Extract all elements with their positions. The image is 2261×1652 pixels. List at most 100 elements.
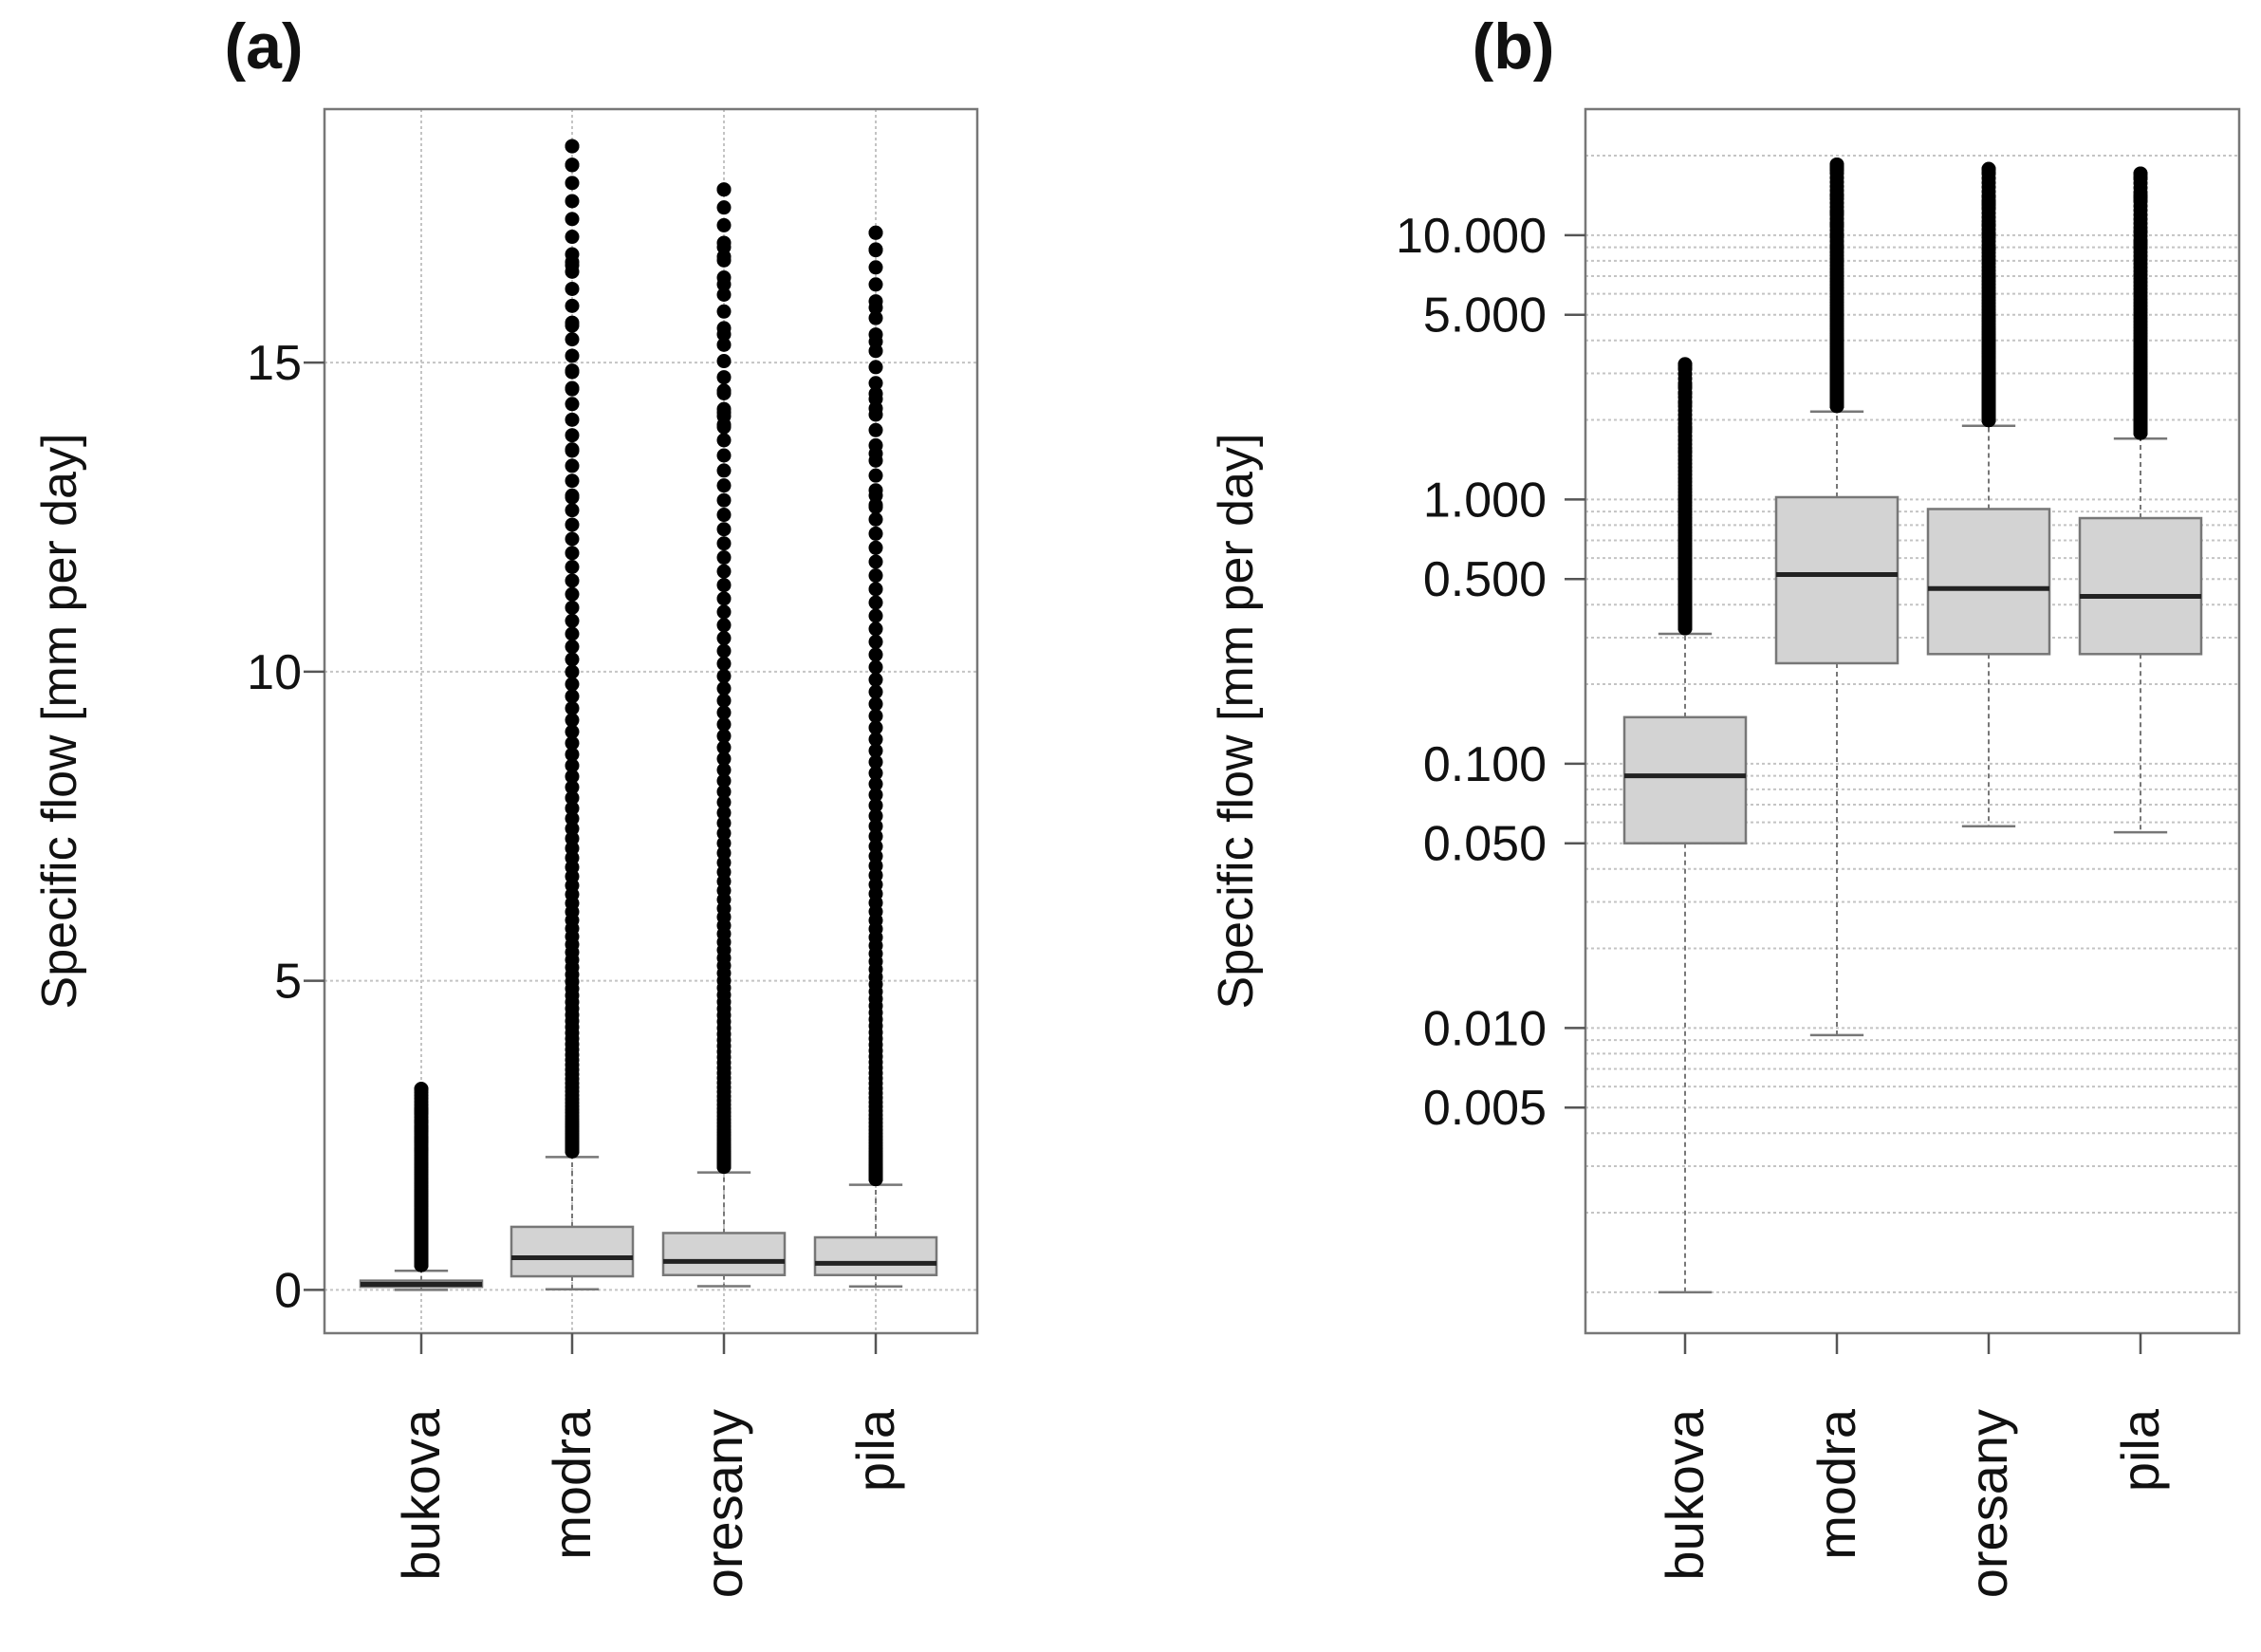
outlier-point <box>1677 395 1693 410</box>
outlier-point <box>716 836 732 851</box>
outlier-point <box>716 433 732 448</box>
outlier-point <box>565 503 580 518</box>
outlier-point <box>716 326 732 342</box>
outlier-point <box>1981 241 1996 256</box>
plot-frame <box>1584 107 2241 1335</box>
outlier-point <box>565 546 580 561</box>
x-tick-label-oresany: oresany <box>1958 1409 2018 1598</box>
outlier-point <box>565 640 580 655</box>
outlier-point <box>565 626 580 641</box>
x-tick-label-modra: modra <box>1807 1408 1866 1560</box>
outlier-point <box>868 754 883 770</box>
outlier-point <box>716 277 732 292</box>
outlier-point <box>868 848 883 863</box>
outlier-point <box>716 478 732 493</box>
outlier-point <box>1829 239 1844 254</box>
outlier-point <box>868 647 883 662</box>
x-tick-label-bukova: bukova <box>391 1408 451 1580</box>
outlier-point <box>565 348 580 363</box>
outlier-point <box>868 582 883 597</box>
outlier-point <box>716 681 732 696</box>
y-tick-label: 1.000 <box>1423 473 1547 528</box>
outlier-point <box>716 669 732 684</box>
outlier-point <box>868 526 883 541</box>
y-axis-label: Specific flow [mm per day] <box>32 434 87 1010</box>
outlier-point <box>716 845 732 861</box>
outlier-point <box>565 428 580 443</box>
outlier-point <box>868 798 883 813</box>
outlier-point <box>716 536 732 551</box>
outlier-point <box>868 360 883 375</box>
outlier-point <box>1829 217 1844 232</box>
outlier-point <box>565 412 580 427</box>
outlier-point <box>565 613 580 628</box>
y-axis-label: Specific flow [mm per day] <box>1209 434 1264 1010</box>
outlier-point <box>565 841 580 856</box>
outliers <box>868 225 883 1187</box>
box-iqr <box>2078 516 2203 656</box>
outlier-point <box>565 332 580 347</box>
outlier-point <box>868 488 883 503</box>
box-iqr <box>661 1232 787 1277</box>
outlier-point <box>868 554 883 569</box>
outlier-point <box>868 659 883 675</box>
outlier-point <box>565 298 580 313</box>
y-tick-label: 15 <box>247 336 302 391</box>
box-bukova <box>359 1082 484 1291</box>
outlier-point <box>868 568 883 584</box>
outlier-point <box>565 758 580 773</box>
outlier-point <box>716 337 732 352</box>
outlier-point <box>716 564 732 579</box>
outlier-point <box>716 492 732 508</box>
outlier-point <box>716 182 732 197</box>
outlier-point <box>868 499 883 514</box>
outlier-point <box>716 784 732 799</box>
outlier-point <box>565 801 580 816</box>
outlier-point <box>868 225 883 240</box>
x-tick-label-oresany: oresany <box>694 1409 753 1598</box>
outlier-point <box>716 217 732 232</box>
box-iqr <box>1622 715 1748 845</box>
outlier-point <box>565 700 580 715</box>
outlier-point <box>716 806 732 821</box>
outlier-point <box>565 458 580 473</box>
outlier-point <box>868 300 883 315</box>
outlier-point <box>565 811 580 826</box>
outlier-point <box>716 762 732 777</box>
plot-frame <box>323 107 979 1335</box>
box-iqr <box>510 1225 635 1278</box>
outlier-point <box>868 400 883 416</box>
outlier-point <box>716 354 732 369</box>
outlier-point <box>716 631 732 646</box>
outlier-point <box>716 716 732 732</box>
outlier-point <box>565 139 580 154</box>
outlier-point <box>716 729 732 744</box>
outlier-point <box>716 522 732 537</box>
outlier-point <box>565 158 580 173</box>
y-tick-label: 5.000 <box>1423 288 1547 343</box>
outlier-point <box>565 769 580 784</box>
panel-b: 0.005 0.010 0.050 0.100 0.500 1.000 5.000 10.00… <box>1209 10 2241 1598</box>
outlier-point <box>716 604 732 620</box>
outlier-point <box>1829 205 1844 220</box>
outlier-point <box>565 831 580 846</box>
outlier-point <box>868 732 883 747</box>
outlier-point <box>565 517 580 532</box>
outliers <box>414 1082 429 1272</box>
outlier-point <box>868 260 883 275</box>
outlier-point <box>716 383 732 399</box>
outlier-point <box>565 821 580 836</box>
outlier-point <box>565 397 580 412</box>
outlier-point <box>565 600 580 615</box>
y-axis: 0 5 10 15 <box>247 336 324 1318</box>
outlier-point <box>414 1082 429 1097</box>
outlier-point <box>565 780 580 795</box>
x-tick-label-pila: pila <box>845 1408 905 1492</box>
outlier-point <box>716 287 732 302</box>
outlier-point <box>716 693 732 708</box>
outlier-point <box>565 560 580 575</box>
outlier-point <box>1829 229 1844 244</box>
box-modra <box>510 139 635 1290</box>
outlier-point <box>565 318 580 333</box>
